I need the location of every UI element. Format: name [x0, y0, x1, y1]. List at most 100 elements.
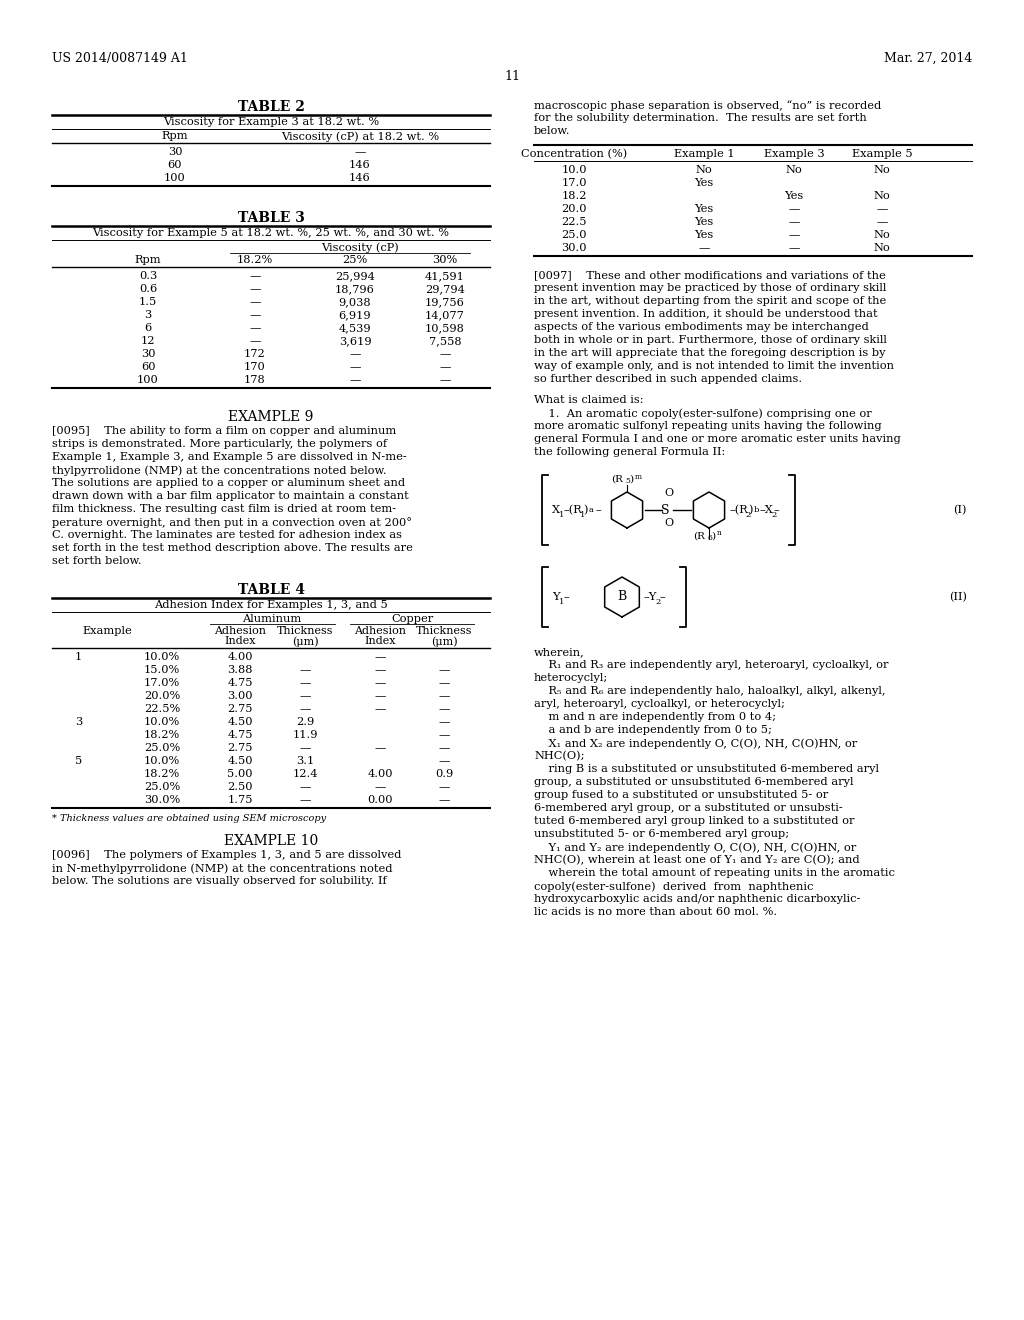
Text: 5: 5 [625, 477, 630, 484]
Text: 12.4: 12.4 [292, 770, 317, 779]
Text: Viscosity (cP): Viscosity (cP) [322, 242, 399, 252]
Text: 0.00: 0.00 [368, 795, 393, 805]
Text: Rpm: Rpm [162, 131, 188, 141]
Text: (μm): (μm) [431, 636, 458, 647]
Text: 15.0%: 15.0% [144, 665, 180, 675]
Text: B: B [617, 590, 627, 603]
Text: 4.50: 4.50 [227, 756, 253, 766]
Text: 18.2%: 18.2% [144, 770, 180, 779]
Text: group fused to a substituted or unsubstituted 5- or: group fused to a substituted or unsubsti… [534, 789, 828, 800]
Text: unsubstituted 5- or 6-membered aryl group;: unsubstituted 5- or 6-membered aryl grou… [534, 829, 790, 840]
Text: —: — [438, 678, 450, 688]
Text: —: — [299, 678, 310, 688]
Text: (μm): (μm) [292, 636, 318, 647]
Text: 30%: 30% [432, 255, 458, 265]
Text: R₁ and R₃ are independently aryl, heteroaryl, cycloalkyl, or: R₁ and R₃ are independently aryl, hetero… [534, 660, 889, 671]
Text: —: — [354, 147, 366, 157]
Text: set forth below.: set forth below. [52, 556, 141, 566]
Text: —: — [349, 375, 360, 385]
Text: EXAMPLE 9: EXAMPLE 9 [228, 411, 313, 424]
Text: No: No [785, 165, 803, 176]
Text: —: — [698, 243, 710, 253]
Text: —: — [788, 205, 800, 214]
Text: Yes: Yes [694, 230, 714, 240]
Text: Aluminum: Aluminum [243, 614, 302, 624]
Text: 25,994: 25,994 [335, 271, 375, 281]
Text: 4.00: 4.00 [368, 770, 393, 779]
Text: —: — [788, 230, 800, 240]
Text: —: — [788, 243, 800, 253]
Text: 12: 12 [140, 337, 156, 346]
Text: 1: 1 [559, 598, 564, 606]
Text: 2.9: 2.9 [296, 717, 314, 727]
Text: 6: 6 [144, 323, 152, 333]
Text: —: — [375, 781, 386, 792]
Text: present invention may be practiced by those of ordinary skill: present invention may be practiced by th… [534, 282, 887, 293]
Text: heterocyclyl;: heterocyclyl; [534, 673, 608, 682]
Text: 3.88: 3.88 [227, 665, 253, 675]
Text: —: — [438, 781, 450, 792]
Text: 60: 60 [140, 362, 156, 372]
Text: —: — [438, 717, 450, 727]
Text: film thickness. The resulting cast film is dried at room tem-: film thickness. The resulting cast film … [52, 504, 396, 513]
Text: wherein,: wherein, [534, 647, 585, 657]
Text: 30.0%: 30.0% [144, 795, 180, 805]
Text: 2.75: 2.75 [227, 743, 253, 752]
Text: aspects of the various embodiments may be interchanged: aspects of the various embodiments may b… [534, 322, 868, 333]
Text: Yes: Yes [694, 205, 714, 214]
Text: Y: Y [552, 591, 560, 602]
Text: —: — [249, 310, 261, 319]
Text: —: — [299, 743, 310, 752]
Text: No: No [873, 243, 891, 253]
Text: macroscopic phase separation is observed, “no” is recorded: macroscopic phase separation is observed… [534, 100, 882, 111]
Text: 3: 3 [144, 310, 152, 319]
Text: –: – [774, 506, 779, 515]
Text: 178: 178 [244, 375, 266, 385]
Text: 30: 30 [140, 348, 156, 359]
Text: 4.75: 4.75 [227, 678, 253, 688]
Text: 1: 1 [559, 511, 564, 519]
Text: Yes: Yes [784, 191, 804, 201]
Text: 5.00: 5.00 [227, 770, 253, 779]
Text: 14,077: 14,077 [425, 310, 465, 319]
Text: 41,591: 41,591 [425, 271, 465, 281]
Text: Copper: Copper [391, 614, 433, 624]
Text: tuted 6-membered aryl group linked to a substituted or: tuted 6-membered aryl group linked to a … [534, 816, 854, 826]
Text: wherein the total amount of repeating units in the aromatic: wherein the total amount of repeating un… [534, 869, 895, 878]
Text: —: — [349, 362, 360, 372]
Text: Adhesion: Adhesion [214, 626, 266, 636]
Text: Adhesion: Adhesion [354, 626, 406, 636]
Text: 18,796: 18,796 [335, 284, 375, 294]
Text: more aromatic sulfonyl repeating units having the following: more aromatic sulfonyl repeating units h… [534, 421, 882, 432]
Text: —: — [299, 704, 310, 714]
Text: 146: 146 [349, 173, 371, 183]
Text: 6: 6 [707, 535, 712, 543]
Text: —: — [249, 284, 261, 294]
Text: set forth in the test method description above. The results are: set forth in the test method description… [52, 543, 413, 553]
Text: hydroxycarboxylic acids and/or naphthenic dicarboxylic-: hydroxycarboxylic acids and/or naphtheni… [534, 894, 860, 904]
Text: 10.0%: 10.0% [144, 717, 180, 727]
Text: [0096]    The polymers of Examples 1, 3, and 5 are dissolved: [0096] The polymers of Examples 1, 3, an… [52, 850, 401, 861]
Text: Example: Example [82, 626, 132, 636]
Text: X: X [552, 506, 560, 515]
Text: both in whole or in part. Furthermore, those of ordinary skill: both in whole or in part. Furthermore, t… [534, 335, 887, 345]
Text: Thickness: Thickness [416, 626, 472, 636]
Text: strips is demonstrated. More particularly, the polymers of: strips is demonstrated. More particularl… [52, 440, 387, 449]
Text: —: — [438, 756, 450, 766]
Text: 4.00: 4.00 [227, 652, 253, 663]
Text: Viscosity for Example 3 at 18.2 wt. %: Viscosity for Example 3 at 18.2 wt. % [163, 117, 379, 127]
Text: 10,598: 10,598 [425, 323, 465, 333]
Text: 0.9: 0.9 [435, 770, 454, 779]
Text: a: a [589, 506, 594, 513]
Text: ring B is a substituted or unsubstituted 6-membered aryl: ring B is a substituted or unsubstituted… [534, 764, 879, 774]
Text: ): ) [583, 506, 588, 515]
Text: m and n are independently from 0 to 4;: m and n are independently from 0 to 4; [534, 711, 776, 722]
Text: copoly(ester-sulfone)  derived  from  naphthenic: copoly(ester-sulfone) derived from napht… [534, 880, 813, 891]
Text: Example 1: Example 1 [674, 149, 734, 158]
Text: No: No [873, 230, 891, 240]
Text: 22.5: 22.5 [561, 216, 587, 227]
Text: 172: 172 [244, 348, 266, 359]
Text: 10.0%: 10.0% [144, 756, 180, 766]
Text: aryl, heteroaryl, cycloalkyl, or heterocyclyl;: aryl, heteroaryl, cycloalkyl, or heteroc… [534, 700, 784, 709]
Text: (II): (II) [949, 591, 967, 602]
